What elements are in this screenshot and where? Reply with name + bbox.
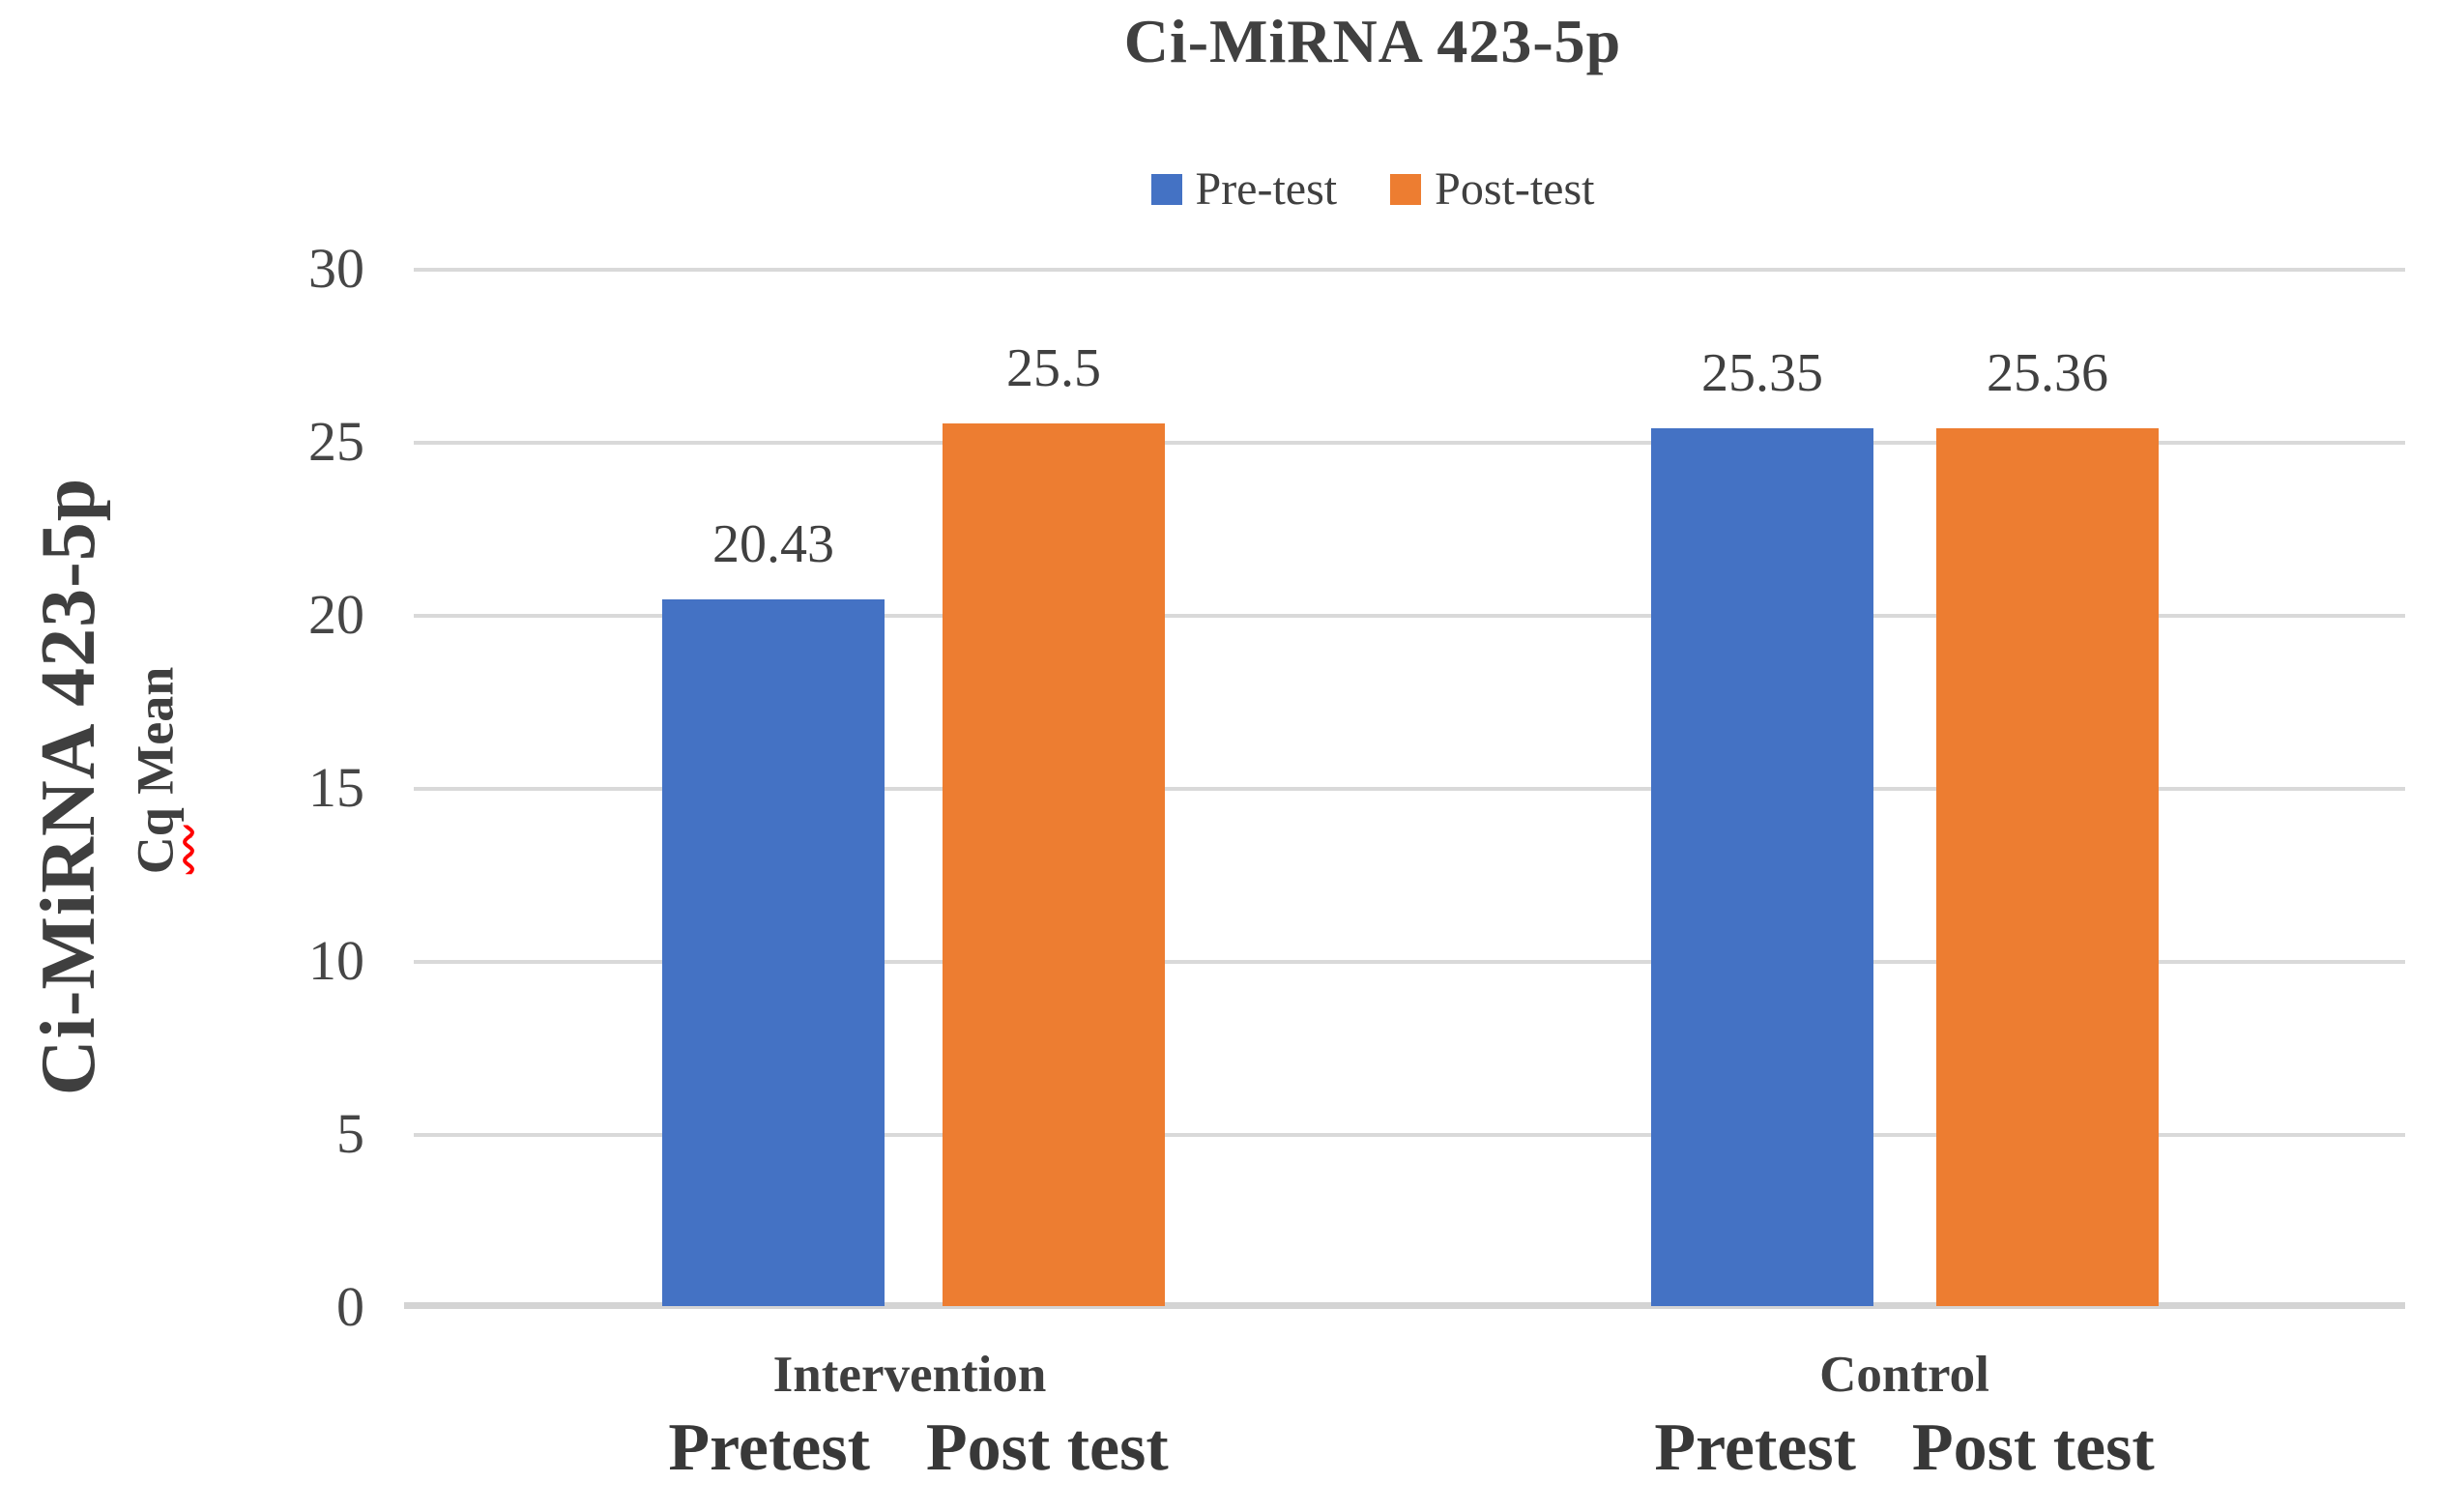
gridline-30	[414, 268, 2405, 272]
gridline-15	[414, 787, 2405, 791]
bar-intervention-posttest: 25.5	[943, 268, 1165, 1306]
bar-fill-intervention-pretest	[662, 598, 885, 1306]
plot-area: 20.43 25.5 25.35 25.36	[404, 268, 2405, 1309]
bar-intervention-pretest: 20.43	[662, 268, 885, 1306]
y-tick-10: 10	[308, 929, 364, 992]
chart-legend: Pre-test Post-test	[406, 162, 2339, 216]
legend-swatch-posttest-icon	[1390, 173, 1422, 205]
y-tick-30: 30	[308, 237, 364, 300]
bar-fill-control-posttest	[1936, 428, 2159, 1306]
bar-label-intervention-posttest: 25.5	[1006, 338, 1101, 399]
bar-control-pretest: 25.35	[1651, 268, 1873, 1306]
sub-label-control-pretest: Pretest	[1654, 1410, 1856, 1485]
sub-labels-control: Pretest Post test	[1421, 1410, 2388, 1487]
legend-item-pretest: Pre-test	[1150, 162, 1338, 216]
gridline-25	[414, 441, 2405, 445]
gridline-5	[414, 1133, 2405, 1137]
y-tick-5: 5	[336, 1102, 364, 1165]
sub-label-control-posttest: Post test	[1911, 1410, 2155, 1485]
gridline-20	[414, 614, 2405, 618]
legend-item-posttest: Post-test	[1390, 162, 1594, 216]
bar-label-control-posttest: 25.36	[1987, 343, 2108, 404]
gridline-10	[414, 960, 2405, 964]
y-tick-20: 20	[308, 583, 364, 646]
y-tick-25: 25	[308, 410, 364, 473]
chart-title: Ci-MiRNA 423-5p	[1123, 7, 1622, 75]
category-label-control: Control	[1819, 1347, 1989, 1403]
legend-swatch-pretest-icon	[1150, 173, 1182, 205]
bar-control-posttest: 25.36	[1936, 268, 2159, 1306]
y-tick-0: 0	[336, 1275, 364, 1338]
y-tick-15: 15	[308, 756, 364, 819]
legend-label-pretest: Pre-test	[1195, 163, 1338, 215]
sub-label-intervention-pretest: Pretest	[668, 1410, 870, 1485]
sub-label-intervention-posttest: Post test	[925, 1410, 1169, 1485]
bar-fill-intervention-posttest	[943, 423, 1165, 1306]
sub-labels-intervention: Pretest Post test	[435, 1410, 1402, 1487]
x-axis-line	[404, 1302, 2405, 1309]
bar-label-intervention-pretest: 20.43	[712, 513, 834, 574]
legend-label-posttest: Post-test	[1435, 163, 1595, 215]
bar-label-control-pretest: 25.35	[1701, 343, 1823, 404]
category-label-intervention: Intervention	[772, 1347, 1047, 1403]
bar-fill-control-pretest	[1651, 428, 1873, 1306]
